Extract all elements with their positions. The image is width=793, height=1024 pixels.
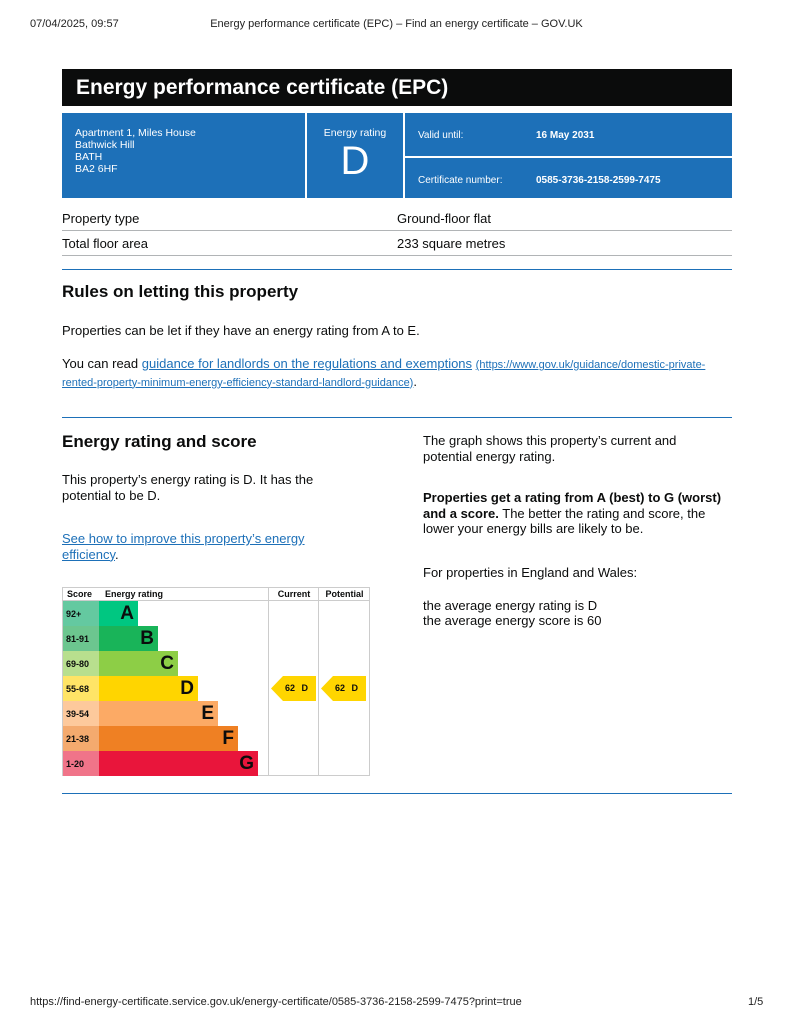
energy-text: This property’s energy rating is D. It h… <box>62 472 314 503</box>
print-page-number: 1/5 <box>748 996 764 1008</box>
score-cell: 21-38 <box>63 726 99 751</box>
column-divider <box>318 588 319 775</box>
text: . <box>413 373 417 389</box>
address-line: Bathwick Hill <box>75 139 135 151</box>
header-current: Current <box>269 588 319 601</box>
valid-until: Valid until: 16 May 2031 <box>405 113 732 156</box>
rating-bar-b: B <box>99 626 158 651</box>
rules-guidance: You can read guidance for landlords on t… <box>62 356 732 391</box>
header-potential: Potential <box>319 588 370 601</box>
address-line: BA2 6HF <box>75 163 118 175</box>
valid-until-value: 16 May 2031 <box>536 130 595 141</box>
current-rating-arrow: 62 D <box>271 676 316 701</box>
rating-bar-e: E <box>99 701 218 726</box>
row-value: Ground-floor flat <box>397 211 491 226</box>
rating-bar-a: A <box>99 601 138 626</box>
row-label: Total floor area <box>62 236 148 251</box>
score-cell: 92+ <box>63 601 99 626</box>
energy-heading: Energy rating and score <box>62 432 257 451</box>
potential-rating-arrow: 62 D <box>321 676 366 701</box>
score-cell: 81-91 <box>63 626 99 651</box>
energy-rating-chart: Score Energy rating Current Potential 92… <box>62 587 370 776</box>
score-cell: 39-54 <box>63 701 99 726</box>
graph-text: The graph shows this property’s current … <box>423 433 677 464</box>
certificate-number-label: Certificate number: <box>418 175 503 186</box>
page-title: Energy performance certificate (EPC) <box>62 69 732 106</box>
score-cell: 55-68 <box>63 676 99 701</box>
energy-rating-box: Energy rating D <box>307 113 403 198</box>
address: Apartment 1, Miles House Bathwick Hill B… <box>62 113 305 198</box>
rating-bar-f: F <box>99 726 238 751</box>
divider <box>62 793 732 794</box>
region-text: For properties in England and Wales: <box>423 565 638 580</box>
guidance-link[interactable]: guidance for landlords on the regulation… <box>141 356 473 371</box>
print-datetime: 07/04/2025, 09:57 <box>30 18 119 30</box>
property-type-row: Property type Ground-floor flat <box>62 206 732 231</box>
certificate-number: Certificate number: 0585-3736-2158-2599-… <box>405 158 732 198</box>
rating-bar-c: C <box>99 651 178 676</box>
address-line: BATH <box>75 151 103 163</box>
score-cell: 69-80 <box>63 651 99 676</box>
text: You can read <box>62 356 142 371</box>
row-label: Property type <box>62 211 140 226</box>
average-score: the average energy score is 60 <box>423 613 602 628</box>
divider <box>62 417 732 418</box>
guidance-link-url[interactable]: (https://www.gov.uk/guidance/domestic-pr… <box>62 359 706 389</box>
rating-explanation: Properties get a rating from A (best) to… <box>423 490 733 537</box>
text: The better the rating and score, the low… <box>423 505 706 537</box>
rules-heading: Rules on letting this property <box>62 282 299 301</box>
bold-text: Properties get a rating from A (best) to… <box>423 490 722 521</box>
average-rating: the average energy rating is D <box>423 598 598 613</box>
rating-bar-d: D <box>99 676 198 701</box>
valid-until-label: Valid until: <box>418 130 464 141</box>
print-url: https://find-energy-certificate.service.… <box>30 996 522 1008</box>
header-energy-rating: Energy rating <box>99 588 269 601</box>
rules-text: Properties can be let if they have an en… <box>62 323 420 338</box>
energy-rating-value: D <box>340 139 370 183</box>
text: . <box>115 546 119 562</box>
print-page-title: Energy performance certificate (EPC) – F… <box>210 18 583 30</box>
column-divider <box>268 588 269 775</box>
header-score: Score <box>63 588 99 601</box>
floor-area-row: Total floor area 233 square metres <box>62 231 732 256</box>
improve-link[interactable]: See how to improve this property’s energ… <box>62 531 305 562</box>
address-line: Apartment 1, Miles House <box>75 127 196 139</box>
improve-paragraph: See how to improve this property’s energ… <box>62 531 332 562</box>
rating-bar-g: G <box>99 751 258 776</box>
certificate-number-value: 0585-3736-2158-2599-7475 <box>536 175 661 186</box>
energy-rating-label: Energy rating <box>323 127 387 139</box>
row-value: 233 square metres <box>397 236 506 251</box>
divider <box>62 269 732 270</box>
score-cell: 1-20 <box>63 751 99 776</box>
